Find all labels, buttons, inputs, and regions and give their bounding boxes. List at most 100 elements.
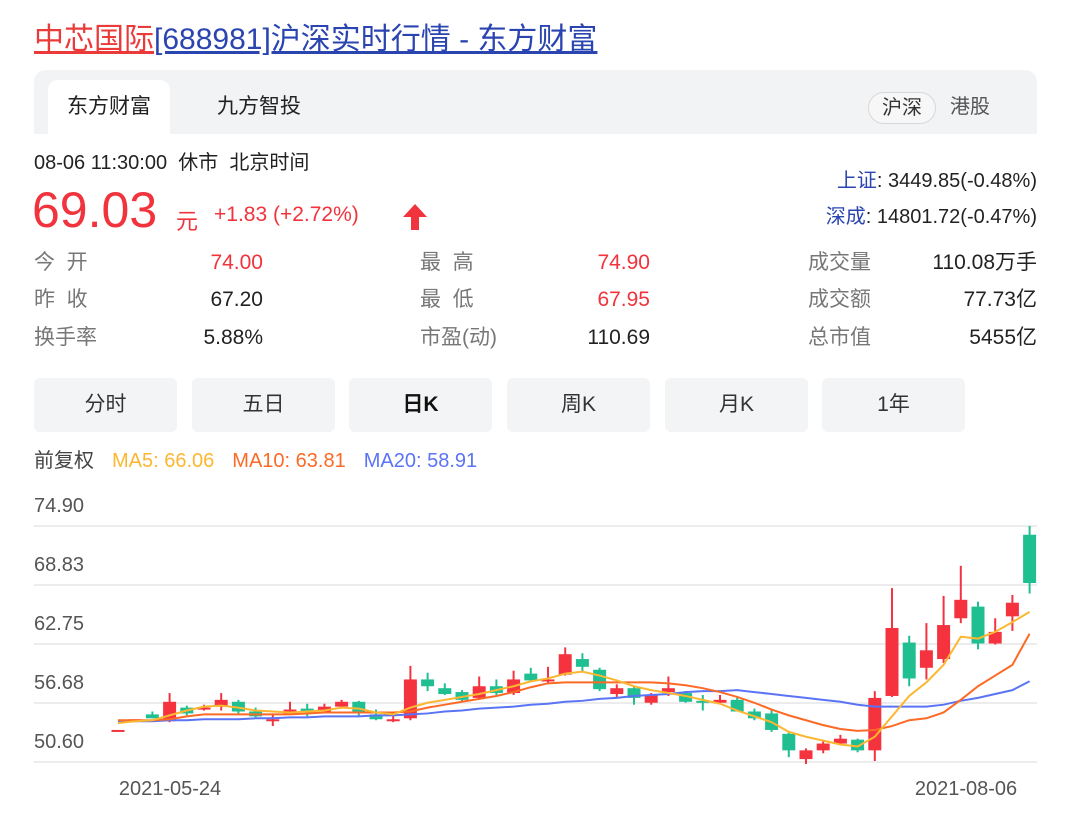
candle-body	[627, 688, 641, 698]
quote-datetime: 08-06 11:30:00	[34, 152, 168, 174]
candle-body	[197, 707, 211, 710]
index-sh: 上证: 3449.85(-0.48%)	[837, 168, 1037, 194]
period-tab[interactable]: 周K	[507, 378, 650, 432]
period-tab[interactable]: 1年	[822, 378, 965, 432]
period-tab[interactable]: 日K	[349, 378, 492, 432]
index-sz-value: : 14801.72(-0.47%)	[865, 206, 1037, 228]
candle-body	[661, 688, 675, 693]
candle-body	[902, 642, 916, 679]
ma10-line	[118, 633, 1031, 732]
candle-body	[868, 697, 882, 751]
index-sz-link[interactable]: 深成	[825, 206, 866, 228]
period-tab[interactable]: 分时	[34, 378, 177, 432]
candle-body	[1005, 602, 1019, 617]
candle-body	[696, 700, 710, 703]
candle-body	[369, 714, 383, 720]
candle-body	[644, 694, 658, 703]
market-state: 休市	[178, 152, 219, 174]
candle-body	[575, 659, 589, 667]
stat-value: 110.69	[587, 326, 650, 349]
stat-value: 5.88%	[203, 326, 263, 349]
candle-body	[558, 654, 572, 675]
tab-eastmoney[interactable]: 东方财富	[48, 80, 170, 134]
candle-body	[937, 625, 951, 660]
stat-value: 74.90	[597, 251, 650, 274]
candle-body	[799, 750, 813, 760]
stat-label: 昨 收	[34, 288, 88, 311]
candle-body	[111, 729, 125, 732]
market-toggle-shsz[interactable]: 沪深	[868, 92, 936, 124]
y-tick-label: 50.60	[34, 731, 84, 753]
stat-value: 67.20	[210, 288, 263, 311]
tab-jiufang[interactable]: 九方智投	[217, 95, 301, 118]
y-tick-label: 56.68	[34, 672, 84, 694]
stat-value: 67.95	[597, 288, 650, 311]
period-tab[interactable]: 五日	[192, 378, 335, 432]
y-tick-label: 74.90	[34, 495, 84, 517]
candle-body	[919, 650, 933, 668]
ma-legend: 前复权 MA5: 66.06 MA10: 63.81 MA20: 58.91	[34, 448, 495, 474]
stat-label: 市盈(动)	[420, 326, 497, 349]
ma10-value: MA10: 63.81	[232, 450, 346, 472]
stat-label: 成交额	[808, 288, 871, 311]
page-title-link[interactable]: 中芯国际[688981]沪深实时行情 - 东方财富	[34, 20, 597, 60]
candle-body	[833, 738, 847, 744]
stat-label: 最 低	[420, 288, 474, 311]
ma5-value: MA5: 66.06	[112, 450, 215, 472]
stat-label: 今 开	[34, 251, 88, 274]
stat-label: 换手率	[34, 326, 97, 349]
stock-name-link[interactable]: 中芯国际	[34, 23, 154, 56]
candle-body	[524, 673, 538, 681]
x-tick-label: 2021-08-06	[915, 778, 1017, 800]
source-tab-bar: 东方财富 九方智投 沪深 港股	[34, 70, 1037, 134]
x-tick-label: 2021-05-24	[119, 778, 221, 800]
adjust-mode[interactable]: 前复权	[34, 450, 94, 472]
candle-body	[472, 686, 486, 698]
quote-status: 08-06 11:30:00 休市 北京时间	[34, 150, 309, 176]
stat-label: 成交量	[808, 251, 871, 274]
index-sh-value: : 3449.85(-0.48%)	[876, 170, 1037, 192]
page-title-rest[interactable]: [688981]沪深实时行情 - 东方财富	[154, 23, 598, 56]
market-toggle-hk[interactable]: 港股	[950, 96, 990, 118]
candle-body	[730, 699, 744, 712]
candle-body	[782, 733, 796, 751]
timezone-label: 北京时间	[229, 152, 310, 174]
price-change: +1.83 (+2.72%)	[214, 203, 359, 226]
candle-body	[713, 699, 727, 703]
candle-body	[386, 719, 400, 722]
candle-body	[145, 714, 159, 719]
y-tick-label: 68.83	[34, 554, 84, 576]
candle-body	[438, 688, 452, 695]
candle-body	[266, 719, 280, 722]
period-tab[interactable]: 月K	[665, 378, 808, 432]
stat-value: 77.73亿	[963, 288, 1037, 311]
up-arrow-icon	[403, 204, 427, 230]
index-sh-link[interactable]: 上证	[836, 170, 877, 192]
y-tick-label: 62.75	[34, 613, 84, 635]
candle-body	[971, 606, 985, 644]
stat-value: 110.08万手	[932, 251, 1037, 274]
price-unit: 元	[176, 209, 199, 234]
candle-body	[954, 599, 968, 619]
candle-body	[747, 711, 761, 719]
index-sz: 深成: 14801.72(-0.47%)	[826, 204, 1037, 230]
stat-label: 总市值	[808, 326, 871, 349]
kline-chart[interactable]: 74.90 68.83 62.75 56.68 50.60 2021-05-24 2021-…	[0, 480, 1080, 813]
candle-body	[885, 627, 899, 696]
ma20-value: MA20: 58.91	[363, 450, 478, 472]
candle-body	[610, 688, 624, 695]
stat-value: 74.00	[210, 251, 263, 274]
candle-body	[988, 631, 1002, 644]
stat-label: 最 高	[420, 251, 474, 274]
candle-body	[851, 739, 865, 751]
candle-body	[816, 743, 830, 751]
stat-value: 5455亿	[969, 326, 1037, 349]
candle-body	[593, 669, 607, 690]
candle-body	[541, 679, 555, 682]
candle-body	[421, 679, 435, 687]
candle-body	[679, 693, 693, 702]
candle-body	[317, 706, 331, 712]
candle-body	[335, 701, 349, 707]
current-price: 69.03	[32, 182, 158, 238]
ma5-line	[117, 610, 1031, 748]
